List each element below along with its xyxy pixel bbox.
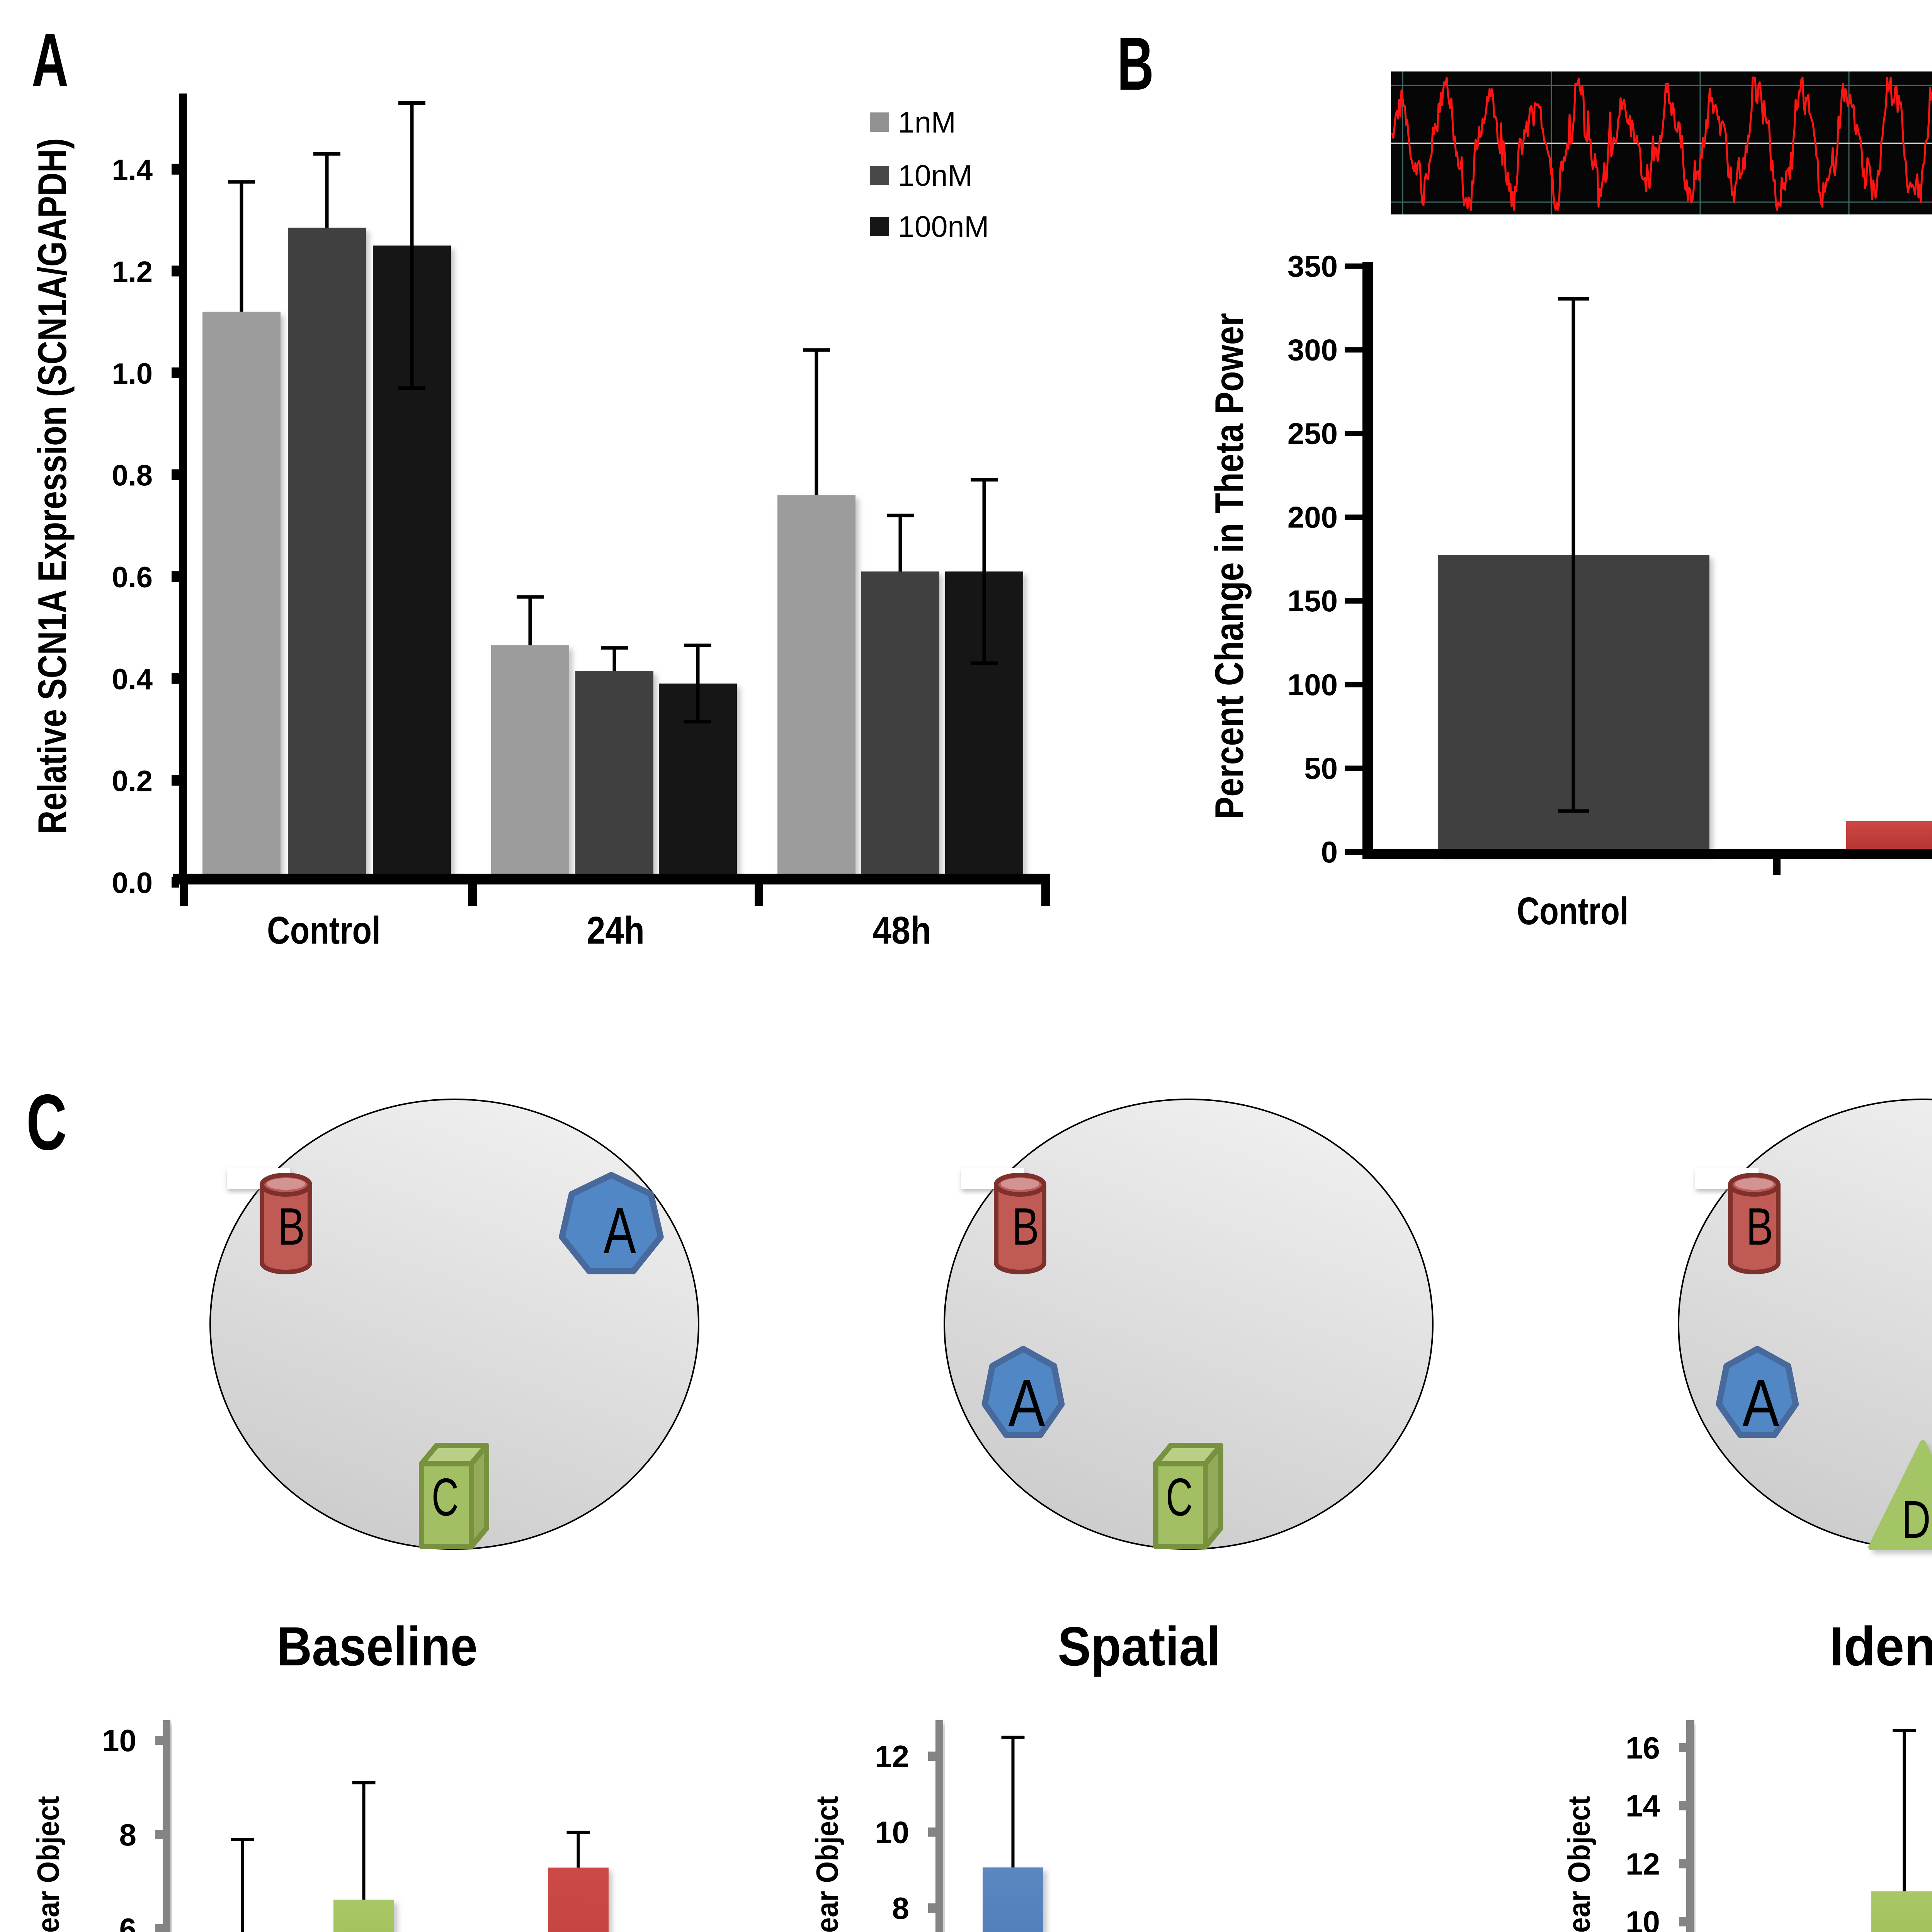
- svg-text:10: 10: [1626, 1905, 1660, 1932]
- svg-text:C: C: [432, 1468, 459, 1527]
- svg-text:10: 10: [102, 1723, 136, 1758]
- svg-text:100: 100: [1287, 668, 1338, 702]
- svg-text:10nM: 10nM: [898, 159, 973, 192]
- svg-text:A: A: [604, 1194, 636, 1267]
- svg-text:14: 14: [1626, 1789, 1660, 1823]
- svg-text:Spatial: Spatial: [1058, 1616, 1221, 1677]
- svg-text:Percent Time Near Object: Percent Time Near Object: [810, 1796, 844, 1932]
- svg-text:B: B: [1746, 1197, 1773, 1256]
- svg-text:8: 8: [892, 1891, 910, 1925]
- svg-text:B: B: [1117, 22, 1154, 106]
- svg-text:10: 10: [875, 1815, 909, 1850]
- svg-text:1.2: 1.2: [112, 255, 153, 288]
- svg-text:Percent Time Near Object: Percent Time Near Object: [31, 1796, 65, 1932]
- svg-text:C: C: [26, 1078, 67, 1167]
- svg-text:B: B: [278, 1197, 305, 1256]
- svg-text:16: 16: [1626, 1731, 1660, 1765]
- svg-text:200: 200: [1287, 500, 1338, 534]
- svg-text:Percent Time Near Object: Percent Time Near Object: [1562, 1796, 1596, 1932]
- svg-text:1.4: 1.4: [112, 154, 153, 187]
- svg-text:Control: Control: [1517, 889, 1629, 933]
- svg-text:A: A: [1743, 1366, 1779, 1440]
- svg-text:1.0: 1.0: [112, 357, 153, 390]
- svg-text:A: A: [32, 18, 68, 102]
- svg-text:Baseline: Baseline: [277, 1616, 478, 1677]
- svg-text:50: 50: [1304, 751, 1338, 785]
- svg-text:8: 8: [119, 1818, 137, 1852]
- svg-text:A: A: [1009, 1366, 1045, 1440]
- svg-text:300: 300: [1287, 333, 1338, 367]
- svg-text:B: B: [1012, 1197, 1039, 1256]
- svg-text:0.0: 0.0: [112, 867, 153, 900]
- svg-text:0.6: 0.6: [112, 561, 153, 594]
- svg-text:0.8: 0.8: [112, 459, 153, 492]
- svg-text:1nM: 1nM: [898, 106, 956, 139]
- svg-text:D: D: [1902, 1490, 1931, 1549]
- svg-text:C: C: [1166, 1468, 1193, 1527]
- svg-text:Relative SCN1A Expression (SCN: Relative SCN1A Expression (SCN1A/GAPDH): [30, 138, 75, 834]
- svg-text:12: 12: [1626, 1847, 1660, 1881]
- svg-text:100nM: 100nM: [898, 210, 989, 243]
- svg-text:250: 250: [1287, 417, 1338, 451]
- svg-text:0.2: 0.2: [112, 765, 153, 798]
- svg-text:150: 150: [1287, 584, 1338, 618]
- svg-text:Identity: Identity: [1829, 1616, 1932, 1677]
- svg-text:12: 12: [875, 1739, 909, 1774]
- svg-text:0.4: 0.4: [112, 663, 153, 696]
- svg-text:0: 0: [1321, 835, 1338, 869]
- svg-text:6: 6: [119, 1912, 137, 1932]
- svg-text:Control: Control: [267, 909, 381, 952]
- svg-text:Percent Change in Theta Power: Percent Change in Theta Power: [1207, 313, 1252, 819]
- svg-text:24h: 24h: [587, 909, 645, 952]
- svg-text:350: 350: [1287, 249, 1338, 283]
- svg-text:48h: 48h: [872, 909, 931, 952]
